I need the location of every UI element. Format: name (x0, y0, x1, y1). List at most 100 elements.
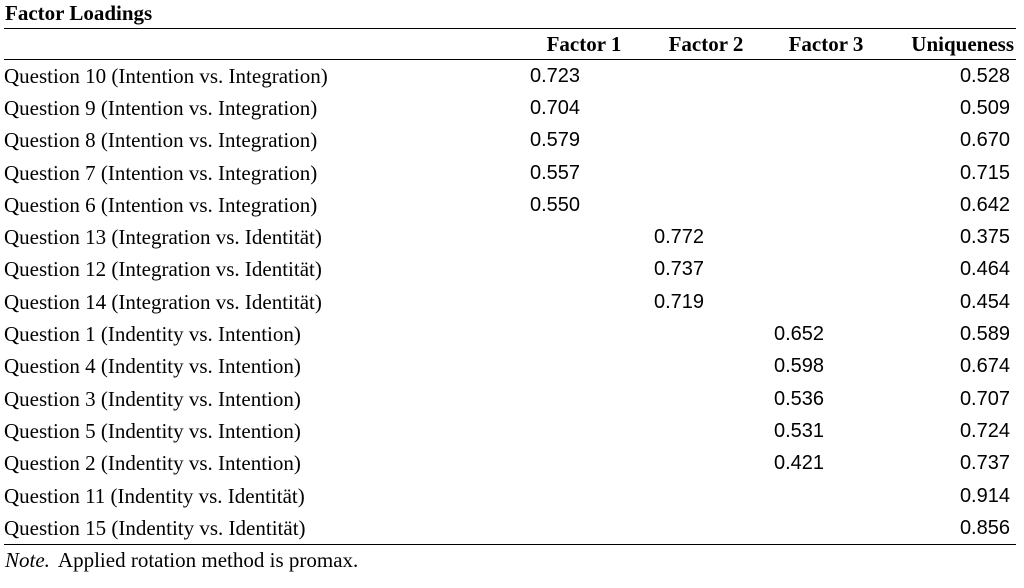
column-header-factor-1: Factor 1 (546, 31, 622, 56)
table-row: Question 12 (Integration vs. Identität) 0… (4, 254, 1016, 286)
table-row: Question 5 (Indentity vs. Intention) 0.53… (4, 415, 1016, 447)
factor-loadings-table: Factor 1 Factor 2 Factor 3 Uniqueness Qu… (4, 28, 1016, 546)
factor-3-cell: 0.536 (774, 387, 825, 410)
note-text: Applied rotation method is promax. (57, 548, 359, 573)
factor-3-cell (766, 221, 886, 253)
factor-3-cell (766, 125, 886, 157)
table-row: Question 2 (Indentity vs. Intention) 0.42… (4, 448, 1016, 480)
factor-1-cell (522, 512, 646, 546)
table-title: Factor Loadings (5, 1, 153, 25)
factor-2-cell (646, 512, 766, 546)
table-row: Question 13 (Integration vs. Identität) 0… (4, 221, 1016, 253)
factor-loadings-document: Factor Loadings Factor 1 Factor 2 Factor… (4, 0, 1016, 574)
table-row: Question 8 (Intention vs. Integration) 0.… (4, 125, 1016, 157)
row-label-cell: Question 3 (Indentity vs. Intention) (4, 386, 301, 411)
factor-1-cell: 0.579 (530, 129, 581, 152)
factor-3-cell (766, 512, 886, 546)
factor-1-cell (522, 383, 646, 415)
table-row: Question 7 (Intention vs. Integration) 0.… (4, 157, 1016, 189)
row-label-cell: Question 4 (Indentity vs. Intention) (4, 354, 301, 379)
table-row: Question 15 (Indentity vs. Identität) 0.8… (4, 512, 1016, 546)
table-row: Question 4 (Indentity vs. Intention) 0.59… (4, 351, 1016, 383)
factor-3-cell (766, 189, 886, 221)
factor-2-cell: 0.737 (654, 258, 705, 281)
uniqueness-cell: 0.715 (959, 161, 1010, 184)
uniqueness-cell: 0.509 (959, 96, 1010, 119)
factor-3-cell: 0.421 (774, 452, 825, 475)
table-row: Question 9 (Intention vs. Integration) 0.… (4, 92, 1016, 124)
factor-1-cell: 0.723 (530, 64, 581, 87)
factor-1-cell (522, 448, 646, 480)
factor-3-cell: 0.598 (774, 355, 825, 378)
factor-2-cell (646, 448, 766, 480)
uniqueness-cell: 0.914 (959, 484, 1010, 507)
factor-2-cell (646, 60, 766, 93)
factor-1-cell (522, 318, 646, 350)
table-row: Question 1 (Indentity vs. Intention) 0.65… (4, 318, 1016, 350)
row-label-cell: Question 5 (Indentity vs. Intention) (4, 418, 301, 443)
factor-2-cell (646, 189, 766, 221)
table-row: Question 11 (Indentity vs. Identität) 0.9… (4, 480, 1016, 512)
factor-3-cell (766, 157, 886, 189)
note-prefix: Note. (5, 548, 50, 573)
factor-2-cell: 0.719 (654, 290, 705, 313)
table-note: Note. Applied rotation method is promax. (4, 546, 1016, 574)
table-body: Question 10 (Intention vs. Integration) 0… (4, 60, 1016, 546)
row-label-cell: Question 7 (Intention vs. Integration) (4, 160, 318, 185)
factor-3-cell (766, 60, 886, 93)
factor-2-cell (646, 125, 766, 157)
factor-3-cell (766, 254, 886, 286)
factor-1-cell (522, 415, 646, 447)
factor-2-cell (646, 383, 766, 415)
row-label-cell: Question 14 (Integration vs. Identität) (4, 289, 322, 314)
table-row: Question 14 (Integration vs. Identität) 0… (4, 286, 1016, 318)
uniqueness-cell: 0.724 (959, 419, 1010, 442)
factor-1-cell (522, 480, 646, 512)
uniqueness-cell: 0.707 (959, 387, 1010, 410)
row-label-cell: Question 8 (Intention vs. Integration) (4, 128, 318, 153)
uniqueness-cell: 0.528 (959, 64, 1010, 87)
row-label-cell: Question 10 (Intention vs. Integration) (4, 63, 328, 88)
uniqueness-cell: 0.375 (959, 226, 1010, 249)
factor-2-cell (646, 480, 766, 512)
factor-2-cell (646, 92, 766, 124)
row-label-cell: Question 11 (Indentity vs. Identität) (4, 483, 305, 508)
uniqueness-cell: 0.856 (886, 512, 1016, 546)
factor-3-cell: 0.531 (774, 419, 825, 442)
factor-3-cell: 0.652 (774, 323, 825, 346)
factor-2-cell (646, 415, 766, 447)
factor-2-cell (646, 318, 766, 350)
column-header-uniqueness: Uniqueness (911, 31, 1014, 56)
uniqueness-cell: 0.674 (959, 355, 1010, 378)
table-row: Question 10 (Intention vs. Integration) 0… (4, 60, 1016, 93)
table-row: Question 6 (Intention vs. Integration) 0.… (4, 189, 1016, 221)
row-label-cell: Question 15 (Indentity vs. Identität) (4, 512, 522, 546)
row-label-cell: Question 2 (Indentity vs. Intention) (4, 451, 301, 476)
uniqueness-cell: 0.642 (959, 193, 1010, 216)
row-label-cell: Question 12 (Integration vs. Identität) (4, 257, 322, 282)
column-header-factor-2: Factor 2 (668, 31, 744, 56)
header-row: Factor 1 Factor 2 Factor 3 Uniqueness (4, 28, 1016, 60)
factor-1-cell: 0.550 (530, 193, 581, 216)
factor-3-cell (766, 92, 886, 124)
factor-2-cell: 0.772 (654, 226, 705, 249)
factor-1-cell (522, 254, 646, 286)
factor-1-cell: 0.704 (530, 96, 581, 119)
factor-2-cell (646, 157, 766, 189)
row-label-cell: Question 13 (Integration vs. Identität) (4, 225, 322, 250)
row-label-cell: Question 1 (Indentity vs. Intention) (4, 322, 301, 347)
factor-3-cell (766, 286, 886, 318)
uniqueness-cell: 0.464 (959, 258, 1010, 281)
factor-3-cell (766, 480, 886, 512)
factor-1-cell (522, 286, 646, 318)
factor-1-cell (522, 221, 646, 253)
factor-2-cell (646, 351, 766, 383)
row-label-cell: Question 9 (Intention vs. Integration) (4, 95, 318, 120)
column-header-label (4, 29, 522, 60)
uniqueness-cell: 0.589 (959, 323, 1010, 346)
table-row: Question 3 (Indentity vs. Intention) 0.53… (4, 383, 1016, 415)
factor-1-cell: 0.557 (530, 161, 581, 184)
row-label-cell: Question 6 (Intention vs. Integration) (4, 192, 318, 217)
column-header-factor-3: Factor 3 (788, 31, 864, 56)
uniqueness-cell: 0.454 (959, 290, 1010, 313)
